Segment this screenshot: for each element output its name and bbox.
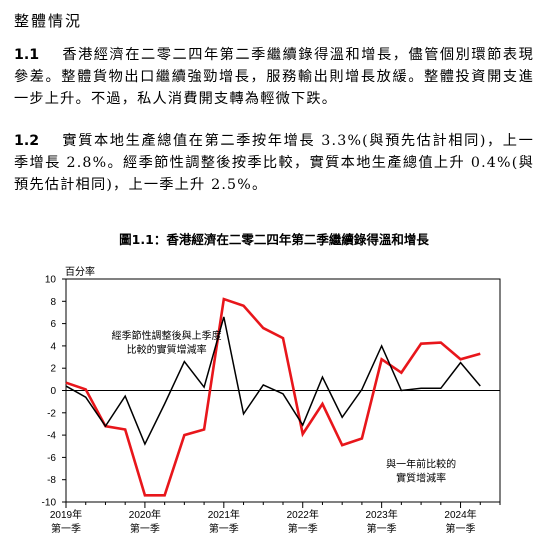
yoy-growth-series-line — [65, 297, 481, 497]
x-tick-quarter: 第一季 — [367, 522, 397, 535]
x-tick-year: 2021年 — [208, 508, 240, 521]
qoq-growth-series-line — [65, 316, 481, 446]
chart-title: 圖1.1：香港經濟在二零二四年第二季繼續錄得溫和增長 — [119, 232, 429, 247]
paragraph-1-2: 1.2 實質本地生產總值在第二季按年增長 3.3%(與預先估計相同)，上一季增長 … — [14, 130, 534, 196]
y-tick-label: 4 — [50, 341, 56, 352]
y-axis-label: 百分率 — [65, 265, 95, 278]
paragraph-number: 1.1 — [14, 47, 40, 63]
paragraph-text: 實質本地生產總值在第二季按年增長 3.3%(與預先估計相同)，上一季增長 2.8… — [14, 133, 534, 193]
y-tick-label: 2 — [50, 364, 56, 375]
x-tick-quarter: 第一季 — [288, 522, 318, 535]
x-tick-year: 2023年 — [366, 508, 398, 521]
yoy-series-annotation: 與一年前比較的 — [386, 457, 456, 470]
section-title: 整體情況 — [14, 12, 83, 30]
y-tick-label: 8 — [50, 297, 56, 308]
paragraph-1-1: 1.1 香港經濟在二零二四年第二季繼續錄得溫和增長，儘管個別環節表現參差。整體貨物… — [14, 44, 534, 110]
paragraph-text: 香港經濟在二零二四年第二季繼續錄得溫和增長，儘管個別環節表現參差。整體貨物出口繼… — [14, 47, 534, 107]
x-tick-quarter: 第一季 — [446, 522, 476, 535]
y-tick-label: 10 — [45, 275, 57, 286]
x-tick-year: 2024年 — [444, 508, 476, 521]
y-tick-label: 6 — [50, 319, 56, 330]
y-tick-label: 0 — [50, 386, 56, 397]
qoq-series-annotation: 比較的實質增減率 — [127, 343, 207, 356]
y-tick-label: -10 — [42, 498, 57, 509]
qoq-series-annotation: 經季節性調整後與上季度 — [112, 329, 222, 342]
x-tick-quarter: 第一季 — [209, 522, 239, 535]
y-tick-label: -8 — [47, 475, 56, 486]
x-tick-quarter: 第一季 — [130, 522, 160, 535]
x-tick-year: 2020年 — [129, 508, 161, 521]
paragraph-number: 1.2 — [14, 133, 40, 149]
x-tick-year: 2022年 — [287, 508, 319, 521]
x-tick-quarter: 第一季 — [51, 522, 81, 535]
y-tick-label: -2 — [47, 408, 56, 419]
yoy-series-annotation: 實質增減率 — [396, 471, 446, 484]
x-tick-year: 2019年 — [50, 508, 82, 521]
y-tick-label: -6 — [47, 453, 56, 464]
y-tick-label: -4 — [47, 431, 56, 442]
